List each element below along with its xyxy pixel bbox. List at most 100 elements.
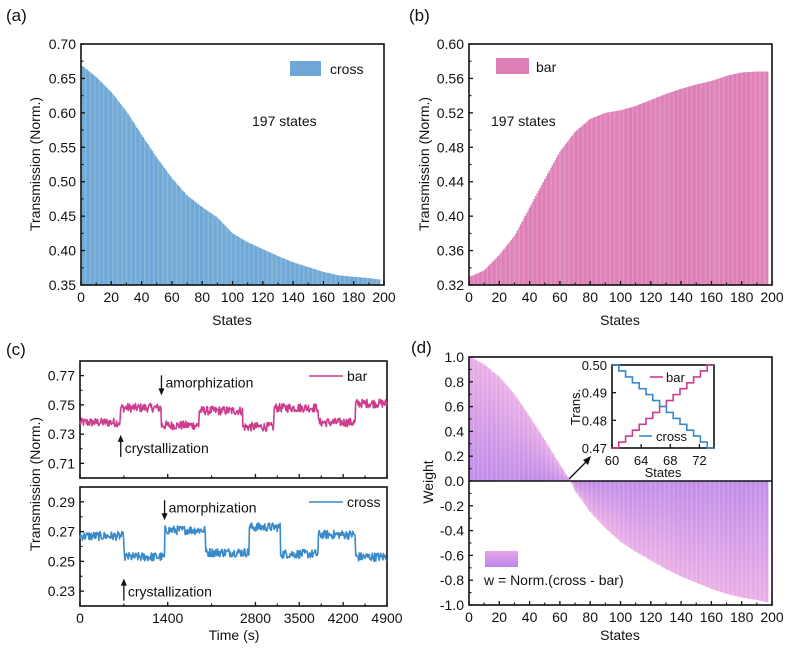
bar [243, 240, 246, 285]
y-tick-label: 0.48 [437, 139, 464, 155]
bar [234, 235, 237, 285]
bar [516, 230, 519, 285]
bar [678, 89, 681, 285]
bar [625, 481, 628, 546]
bar [745, 481, 748, 599]
bar [183, 192, 185, 285]
bar [709, 481, 711, 589]
x-tick-label: 180 [342, 289, 366, 305]
bar [115, 97, 117, 285]
bar [593, 117, 596, 285]
bar [501, 380, 504, 481]
bar [472, 275, 475, 285]
bar [171, 178, 173, 285]
bar [710, 481, 713, 589]
bar [760, 481, 763, 602]
x-tick-label: 72 [692, 453, 706, 468]
bar [155, 157, 158, 285]
x-tick-label: 160 [700, 609, 724, 625]
bar [656, 97, 658, 285]
bar [678, 481, 681, 576]
bar [489, 264, 492, 285]
bar [119, 103, 122, 285]
panel-b: (b) 0 20 40 60 80 100 120 140 160 180 2000.320.360… [409, 6, 784, 328]
bar [590, 118, 593, 286]
bar [221, 222, 223, 285]
bar [748, 71, 751, 286]
bar [521, 221, 523, 285]
bar [513, 394, 516, 481]
bar [747, 481, 749, 599]
arrow-head [161, 513, 168, 521]
bar [136, 127, 138, 285]
bar [636, 105, 639, 285]
bar [271, 253, 273, 285]
bar [574, 131, 576, 285]
bar [492, 371, 495, 481]
bar [756, 71, 758, 286]
x-tick-label: 68 [663, 453, 677, 468]
bar [672, 91, 675, 285]
bar [304, 266, 307, 285]
legend-swatch-weight [485, 551, 518, 567]
bar [681, 481, 684, 578]
bar [263, 249, 266, 285]
bar [725, 481, 728, 594]
x-tick-label: 60 [552, 609, 568, 625]
bar [477, 273, 480, 285]
bar [478, 272, 481, 285]
bar [146, 143, 149, 285]
bar [357, 277, 360, 285]
series-line-bar [79, 398, 388, 432]
bar [528, 416, 531, 481]
x-tick-label: 3500 [284, 610, 315, 626]
bar [175, 183, 178, 285]
bar [687, 86, 690, 286]
y-tick-label: 0.70 [49, 36, 76, 52]
bar [604, 481, 607, 529]
bar [518, 227, 520, 285]
bar [584, 122, 587, 285]
bar [660, 481, 663, 567]
bar [580, 481, 583, 500]
bar [493, 373, 496, 481]
bar [472, 358, 475, 481]
bar [762, 481, 764, 602]
bar [307, 267, 310, 285]
bar [701, 83, 704, 285]
bar [690, 481, 693, 581]
x-tick-label: 140 [669, 609, 693, 625]
y-tick-label: 0.0 [445, 473, 465, 489]
bar [671, 481, 673, 573]
y-tick-label: 0.40 [437, 208, 464, 224]
bar [663, 94, 666, 285]
bar [518, 400, 520, 481]
annotation-crystallization: crystallization [125, 440, 209, 456]
bar [498, 376, 501, 481]
panel-a: (a) 0 20 40 60 80 100 120 140 160 180 2000.350.400… [6, 6, 396, 328]
bar [692, 85, 695, 285]
bar [290, 261, 293, 285]
bar [751, 481, 754, 600]
bar [240, 238, 243, 285]
bar [616, 110, 619, 285]
bar [697, 481, 699, 584]
y-tick-label: 1.0 [445, 349, 465, 365]
bar [469, 276, 472, 285]
bar [239, 237, 242, 285]
panel-label-b: (b) [409, 6, 430, 25]
x-tick-label: 20 [492, 609, 508, 625]
bar [712, 481, 714, 590]
bar [609, 112, 611, 286]
bar [166, 172, 169, 285]
bar [509, 388, 511, 481]
y-tick-label: 0.32 [437, 277, 464, 293]
bar [245, 241, 248, 285]
bar [478, 361, 481, 481]
bar [724, 481, 726, 594]
bar [619, 110, 622, 286]
x-tick-label: 0 [76, 610, 84, 626]
bar [674, 481, 676, 574]
bar [490, 262, 493, 285]
bar [572, 133, 575, 285]
